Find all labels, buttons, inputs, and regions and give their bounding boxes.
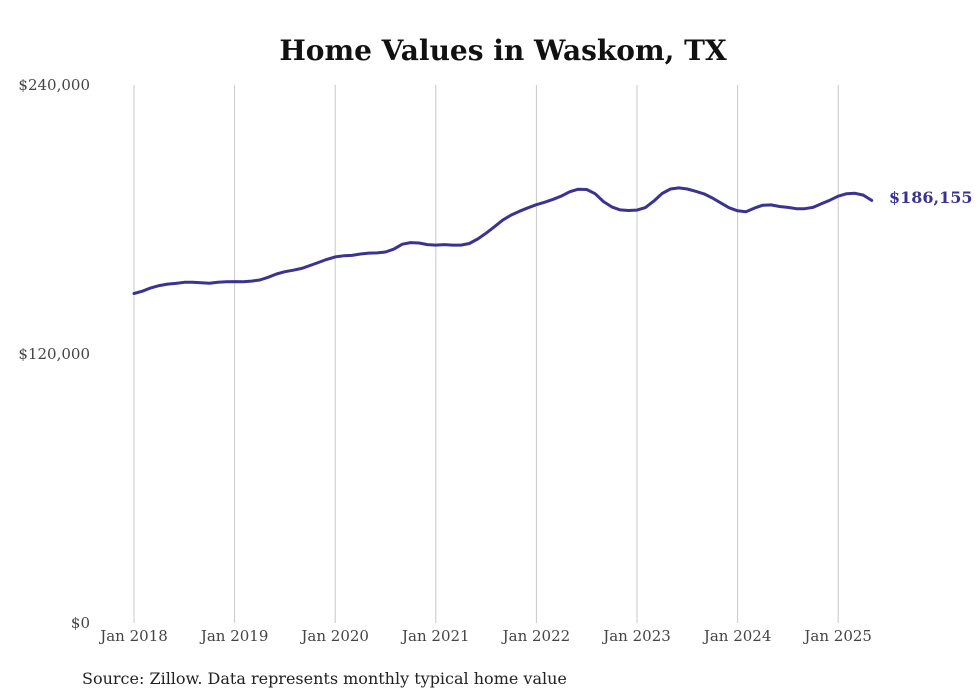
x-tick-label: Jan 2025 <box>802 627 872 645</box>
x-tick-label: Jan 2022 <box>501 627 571 645</box>
x-tick-label: Jan 2021 <box>400 627 470 645</box>
y-tick-label: $0 <box>71 614 90 632</box>
chart-title: Home Values in Waskom, TX <box>279 34 727 67</box>
y-tick-label: $240,000 <box>18 76 90 94</box>
source-note: Source: Zillow. Data represents monthly … <box>82 669 567 688</box>
x-tick-label: Jan 2019 <box>199 627 269 645</box>
vertical-gridlines <box>133 85 839 623</box>
x-tick-label: Jan 2018 <box>98 627 168 645</box>
x-tick-label: Jan 2020 <box>299 627 369 645</box>
y-tick-label: $120,000 <box>18 345 90 363</box>
x-tick-label: Jan 2023 <box>601 627 671 645</box>
x-axis-ticks: Jan 2018 Jan 2019 Jan 2020 Jan 2021 Jan 2022… <box>98 627 872 645</box>
home-value-line <box>132 186 874 295</box>
y-axis-ticks: $0 $120,000 $240,000 <box>18 76 90 632</box>
latest-value-label: $186,155 <box>889 188 973 207</box>
x-tick-label: Jan 2024 <box>702 627 772 645</box>
